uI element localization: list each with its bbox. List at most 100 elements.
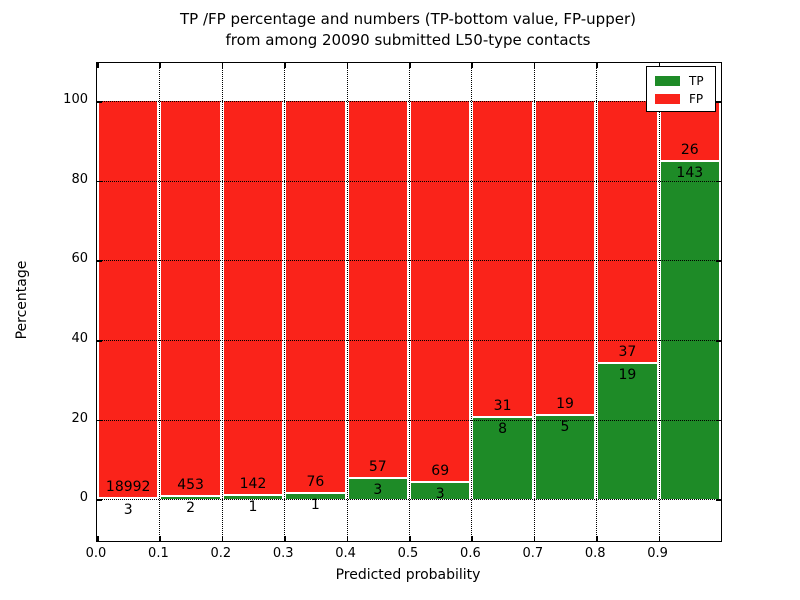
y-axis-label: Percentage xyxy=(14,260,30,340)
fp-bar-segment xyxy=(535,101,595,415)
y-tick-mark-right xyxy=(716,340,721,342)
fp-bar-segment xyxy=(598,101,657,363)
fp-bar-segment xyxy=(473,101,532,416)
plot-area: TP FP 18992 3 453 2 142 1 76 1 57 3 69 3 31 8 19 5 37 19 2… xyxy=(96,62,722,542)
y-gridline xyxy=(97,260,721,262)
tp-count-label: 143 xyxy=(676,165,704,182)
fp-bar-segment xyxy=(348,101,407,478)
x-tick-mark xyxy=(97,536,99,541)
x-tick-mark-top xyxy=(346,63,349,68)
y-tick-mark xyxy=(97,499,102,501)
tp-legend-swatch xyxy=(655,76,680,86)
y-tick-mark xyxy=(97,101,102,103)
fp-count-label: 26 xyxy=(680,142,699,159)
x-gridline xyxy=(596,63,598,541)
tp-count-label: 1 xyxy=(310,497,320,514)
y-tick-mark-right xyxy=(716,101,721,103)
x-tick-mark-top xyxy=(221,63,224,68)
y-tick-label: 20 xyxy=(71,410,88,426)
bar-segment-edge xyxy=(161,495,220,498)
bar-segment-edge xyxy=(286,492,345,495)
tp-bar-segment xyxy=(411,482,470,500)
fp-count-label: 37 xyxy=(618,344,637,361)
x-gridline xyxy=(409,63,410,541)
fp-count-label: 19 xyxy=(556,396,574,413)
fp-count-label: 453 xyxy=(177,477,204,494)
bar-segment-edge xyxy=(660,160,719,163)
y-tick-mark-right xyxy=(716,499,721,501)
x-tick-mark-top xyxy=(658,63,661,68)
bar-segment-edge xyxy=(223,494,283,497)
x-tick-label: 0.0 xyxy=(85,546,107,561)
x-tick-label: 0.1 xyxy=(148,546,169,561)
fp-legend-swatch xyxy=(655,94,680,104)
x-tick-label: 0.5 xyxy=(397,546,419,561)
x-gridline xyxy=(284,63,286,541)
x-tick-mark-top xyxy=(409,63,411,68)
legend-entry-fp: FP xyxy=(655,91,708,107)
x-tick-label: 0.7 xyxy=(522,546,544,561)
y-tick-label: 100 xyxy=(63,92,88,108)
y-tick-mark-right xyxy=(716,180,721,183)
legend-entry-tp: TP xyxy=(655,73,708,89)
tp-count-label: 19 xyxy=(618,367,637,384)
x-gridline xyxy=(159,63,161,541)
y-tick-mark xyxy=(97,340,102,342)
y-tick-mark-right xyxy=(716,419,721,422)
tp-count-label: 2 xyxy=(186,500,196,517)
tp-bar-segment xyxy=(660,162,719,500)
x-tick-label: 0.8 xyxy=(584,546,606,561)
x-tick-mark xyxy=(159,536,161,541)
bar-segment-edge xyxy=(99,497,158,500)
y-tick-label: 0 xyxy=(79,490,88,506)
y-tick-label: 60 xyxy=(71,251,88,267)
tp-legend-label: TP xyxy=(689,74,704,88)
x-tick-mark xyxy=(658,536,661,541)
bar-segment-edge xyxy=(598,362,657,365)
x-gridline xyxy=(533,63,535,541)
x-gridline xyxy=(658,63,660,541)
fp-count-label: 142 xyxy=(239,476,267,493)
tp-count-label: 3 xyxy=(123,502,133,519)
x-gridline xyxy=(346,63,348,541)
y-tick-mark xyxy=(97,260,102,262)
chart-title-line2: from among 20090 submitted L50-type cont… xyxy=(225,31,591,49)
x-tick-label: 0.3 xyxy=(272,546,294,561)
y-gridline xyxy=(97,499,721,501)
x-gridline xyxy=(471,63,473,541)
x-tick-mark xyxy=(471,536,473,541)
y-gridline xyxy=(97,419,721,421)
x-gridline xyxy=(221,63,223,541)
x-tick-label: 0.9 xyxy=(647,546,668,561)
tp-bar-segment xyxy=(598,364,657,500)
y-tick-mark xyxy=(97,180,102,183)
y-tick-mark-right xyxy=(716,260,721,262)
fp-count-label: 18992 xyxy=(105,479,151,496)
x-tick-label: 0.6 xyxy=(460,546,481,561)
tp-bar-segment xyxy=(535,416,595,500)
x-tick-mark xyxy=(284,536,286,541)
y-gridline xyxy=(97,101,721,103)
x-tick-mark xyxy=(409,536,411,541)
chart-title-line1: TP /FP percentage and numbers (TP-bottom… xyxy=(180,10,636,28)
bar-segment-edge xyxy=(348,477,407,480)
x-tick-mark-top xyxy=(284,63,286,68)
tp-bar-segment xyxy=(161,497,220,500)
x-tick-label: 0.2 xyxy=(210,546,232,561)
x-tick-mark-top xyxy=(159,63,161,68)
fp-legend-label: FP xyxy=(689,92,704,106)
legend: TP FP xyxy=(646,66,716,112)
tp-bar-segment xyxy=(473,417,532,500)
y-tick-label: 80 xyxy=(71,171,88,187)
x-tick-mark xyxy=(596,536,598,541)
fp-count-label: 69 xyxy=(431,462,450,479)
x-tick-mark-top xyxy=(596,63,598,68)
tp-count-label: 3 xyxy=(435,485,445,502)
chart-title: TP /FP percentage and numbers (TP-bottom… xyxy=(96,9,720,51)
fp-count-label: 76 xyxy=(306,474,325,491)
x-tick-mark-top xyxy=(533,63,536,68)
tp-bar-segment xyxy=(223,496,283,500)
fp-bar-segment xyxy=(161,101,220,496)
tp-bar-segment xyxy=(286,494,345,500)
tp-count-label: 5 xyxy=(560,419,570,436)
